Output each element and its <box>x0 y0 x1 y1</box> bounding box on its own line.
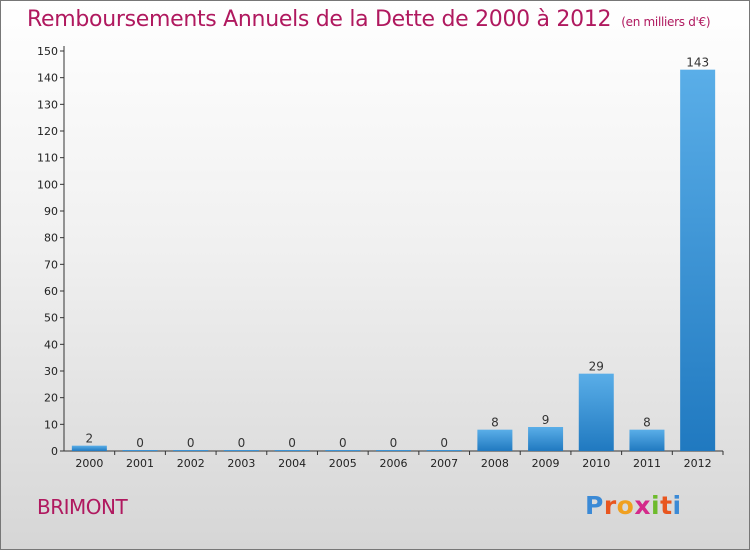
logo-letter: x <box>634 491 651 520</box>
y-tick-label: 0 <box>51 445 58 458</box>
y-tick-label: 40 <box>44 338 58 351</box>
title-text: Remboursements Annuels de la Dette de 20… <box>27 7 612 32</box>
title-unit: (en milliers d'€) <box>621 15 711 29</box>
data-label: 0 <box>238 436 246 450</box>
bar-2011 <box>629 429 665 451</box>
y-tick-label: 50 <box>44 312 58 325</box>
x-tick-label: 2004 <box>278 457 306 470</box>
logo-letter: P <box>585 491 604 520</box>
data-label: 0 <box>136 436 144 450</box>
logo-letter: r <box>603 491 617 520</box>
data-label: 143 <box>686 56 709 70</box>
data-label: 9 <box>542 413 550 427</box>
y-tick-label: 120 <box>37 125 58 138</box>
y-tick-label: 140 <box>37 72 58 85</box>
x-tick-label: 2010 <box>582 457 610 470</box>
y-tick-label: 150 <box>37 45 58 58</box>
x-tick-label: 2011 <box>633 457 661 470</box>
x-tick-label: 2003 <box>227 457 255 470</box>
data-label: 0 <box>339 436 347 450</box>
logo-letter: o <box>616 491 635 520</box>
y-tick-label: 60 <box>44 285 58 298</box>
y-tick-label: 10 <box>44 418 58 431</box>
bar-2003 <box>223 450 259 451</box>
y-tick-label: 130 <box>37 98 58 111</box>
chart-title: Remboursements Annuels de la Dette de 20… <box>27 7 711 32</box>
y-tick-label: 90 <box>44 205 58 218</box>
logo-letter: i <box>651 491 661 520</box>
data-label: 8 <box>491 416 499 430</box>
x-tick-label: 2001 <box>126 457 154 470</box>
proxiti-logo: Proxiti <box>585 491 682 520</box>
logo-letter: t <box>660 491 673 520</box>
y-tick-label: 20 <box>44 392 58 405</box>
x-tick-label: 2012 <box>684 457 712 470</box>
data-label: 2 <box>86 432 94 446</box>
x-tick-label: 2006 <box>380 457 408 470</box>
x-tick-label: 2005 <box>329 457 357 470</box>
bar-2002 <box>173 450 209 451</box>
x-tick-label: 2002 <box>177 457 205 470</box>
y-tick-label: 110 <box>37 152 58 165</box>
bar-2007 <box>426 450 462 451</box>
y-tick-label: 100 <box>37 178 58 191</box>
bar-2009 <box>528 427 564 451</box>
logo-letter: i <box>672 491 682 520</box>
x-tick-label: 2000 <box>75 457 103 470</box>
x-tick-label: 2009 <box>532 457 560 470</box>
y-tick-label: 80 <box>44 232 58 245</box>
data-label: 8 <box>643 416 651 430</box>
data-label: 0 <box>390 436 398 450</box>
x-tick-label: 2007 <box>430 457 458 470</box>
x-tick-label: 2008 <box>481 457 509 470</box>
town-name: BRIMONT <box>37 495 128 519</box>
bar-2001 <box>122 450 158 451</box>
bar-2008 <box>477 429 513 451</box>
bar-2006 <box>376 450 411 451</box>
bar-2010 <box>578 373 614 451</box>
data-label: 0 <box>187 436 195 450</box>
bar-2005 <box>325 450 361 451</box>
bar-2012 <box>680 69 716 452</box>
y-tick-label: 70 <box>44 258 58 271</box>
data-label: 0 <box>440 436 448 450</box>
y-tick-label: 30 <box>44 365 58 378</box>
data-label: 29 <box>589 360 604 374</box>
bar-2004 <box>274 450 310 451</box>
data-label: 0 <box>288 436 296 450</box>
bar-2000 <box>71 445 107 451</box>
